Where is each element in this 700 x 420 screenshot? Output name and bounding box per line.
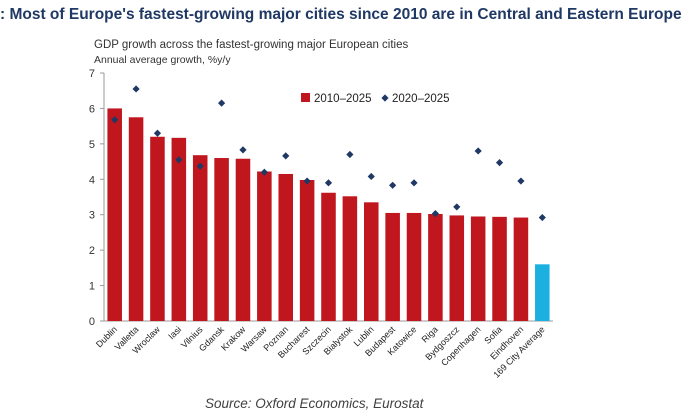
marker-point xyxy=(239,146,247,154)
y-tick-label: 3 xyxy=(89,210,95,222)
chart-title: GDP growth across the fastest-growing ma… xyxy=(94,39,409,51)
bar xyxy=(235,158,251,321)
bar xyxy=(513,217,529,321)
bar xyxy=(492,216,507,321)
bar xyxy=(278,173,294,321)
marker-point xyxy=(495,159,504,167)
bar xyxy=(299,179,315,321)
marker-point xyxy=(217,99,226,107)
legend-swatch-bar xyxy=(301,93,310,102)
bar xyxy=(257,171,272,321)
marker-point xyxy=(324,179,333,187)
y-tick-label: 1 xyxy=(89,281,95,293)
bar xyxy=(128,117,144,322)
page-headline: : Most of Europe's fastest-growing major… xyxy=(0,6,682,23)
bar xyxy=(342,196,358,321)
legend-label-bar: 2010–2025 xyxy=(314,93,372,105)
bar xyxy=(535,264,550,321)
bar xyxy=(470,216,486,321)
source-note: Source: Oxford Economics, Eurostat xyxy=(205,396,424,411)
bar xyxy=(192,155,208,321)
marker-point xyxy=(282,152,290,160)
legend-swatch-marker xyxy=(381,94,389,102)
marker-point xyxy=(538,213,546,222)
bar xyxy=(321,192,336,321)
marker-point xyxy=(517,177,525,185)
bar xyxy=(428,214,443,321)
category-label: Iasi xyxy=(166,324,183,341)
marker-point xyxy=(410,179,418,187)
bar xyxy=(385,212,400,321)
y-tick-label: 5 xyxy=(89,139,95,151)
marker-point xyxy=(431,210,440,218)
marker-point xyxy=(111,116,119,124)
y-tick-label: 4 xyxy=(89,174,95,186)
bar xyxy=(363,202,379,321)
y-axis-label: Annual average growth, %y/y xyxy=(94,54,231,66)
bar xyxy=(150,136,165,321)
bar xyxy=(107,108,122,321)
marker-point xyxy=(389,181,397,189)
bar xyxy=(171,137,187,321)
marker-point xyxy=(260,168,268,176)
y-tick-label: 2 xyxy=(89,245,95,257)
marker-point xyxy=(474,147,482,155)
y-tick-label: 0 xyxy=(89,316,95,328)
marker-point xyxy=(175,156,183,164)
bar xyxy=(449,215,465,321)
y-tick-label: 7 xyxy=(89,68,95,80)
bar xyxy=(406,212,422,321)
marker-point xyxy=(453,203,461,211)
bar xyxy=(214,158,229,321)
y-tick-label: 6 xyxy=(89,103,95,115)
marker-point xyxy=(346,150,354,159)
marker-point xyxy=(153,129,162,137)
marker-point xyxy=(367,172,375,181)
marker-point xyxy=(303,177,311,185)
marker-point xyxy=(132,85,140,93)
marker-point xyxy=(196,162,204,170)
legend-label-marker: 2020–2025 xyxy=(392,93,450,105)
